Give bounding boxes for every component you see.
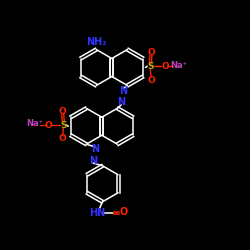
Text: O: O xyxy=(161,62,169,71)
Text: NH₂: NH₂ xyxy=(86,37,106,47)
Text: N: N xyxy=(89,156,97,166)
Text: N: N xyxy=(120,86,128,96)
Text: HN: HN xyxy=(89,208,106,218)
Text: O: O xyxy=(58,107,66,116)
Text: Na⁺: Na⁺ xyxy=(171,61,188,70)
Text: S: S xyxy=(60,120,66,130)
Text: O: O xyxy=(148,48,156,57)
Text: N: N xyxy=(117,97,125,108)
Text: O: O xyxy=(58,134,66,143)
Text: N: N xyxy=(92,144,100,154)
Text: O: O xyxy=(45,120,52,130)
Text: S: S xyxy=(147,62,154,71)
Text: O: O xyxy=(148,76,156,84)
Text: O: O xyxy=(119,207,128,217)
Text: Na⁺: Na⁺ xyxy=(26,120,43,128)
